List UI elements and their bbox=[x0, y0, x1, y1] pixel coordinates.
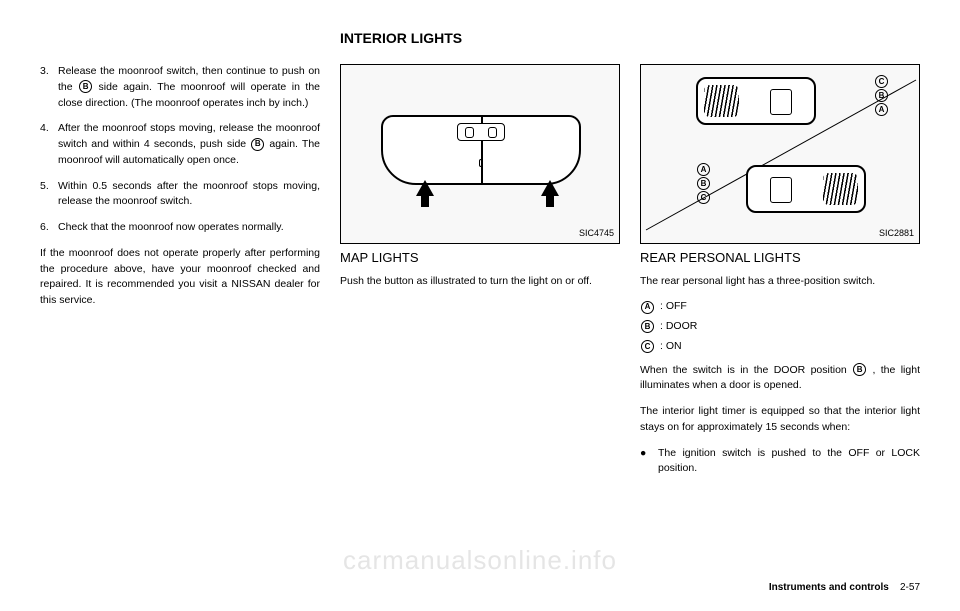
map-lights-figure: SIC4745 bbox=[340, 64, 620, 244]
step-number: 5. bbox=[40, 179, 58, 211]
rear-lights-figure: C B A A B C SIC2881 bbox=[640, 64, 920, 244]
step-number: 4. bbox=[40, 121, 58, 168]
watermark: carmanualsonline.info bbox=[343, 545, 617, 576]
step-text: Check that the moonroof now operates nor… bbox=[58, 220, 320, 236]
position-labels-top: C B A bbox=[874, 75, 889, 116]
bullet-item: ● The ignition switch is pushed to the O… bbox=[640, 446, 920, 478]
circled-b-icon: B bbox=[251, 138, 264, 151]
step-4: 4. After the moonroof stops moving, rele… bbox=[40, 121, 320, 168]
circled-a-icon: A bbox=[697, 163, 710, 176]
step-text: After the moonroof stops moving, release… bbox=[58, 121, 320, 168]
step-5: 5. Within 0.5 seconds after the moonroof… bbox=[40, 179, 320, 211]
text-segment: side again. The moonroof will operate in… bbox=[58, 81, 320, 109]
console-illustration bbox=[381, 115, 581, 185]
step-6: 6. Check that the moonroof now operates … bbox=[40, 220, 320, 236]
position-b: B : DOOR bbox=[640, 319, 920, 335]
circled-c-icon: C bbox=[697, 191, 710, 204]
bullet-icon: ● bbox=[640, 446, 658, 478]
step-text: Within 0.5 seconds after the moonroof st… bbox=[58, 179, 320, 211]
arrow-icon bbox=[541, 180, 559, 196]
page-header: INTERIOR LIGHTS bbox=[40, 30, 920, 46]
circled-c-icon: C bbox=[641, 340, 654, 353]
circled-b-icon: B bbox=[79, 80, 92, 93]
circled-a-icon: A bbox=[641, 301, 654, 314]
bullet-text: The ignition switch is pushed to the OFF… bbox=[658, 446, 920, 478]
map-lights-body: Push the button as illustrated to turn t… bbox=[340, 274, 620, 290]
position-labels-bottom: A B C bbox=[696, 163, 711, 204]
circled-b-icon: B bbox=[641, 320, 654, 333]
column-1: 3. Release the moonroof switch, then con… bbox=[40, 64, 320, 487]
position-c: C : ON bbox=[640, 339, 920, 355]
position-label: : ON bbox=[660, 339, 682, 355]
circled-c-icon: C bbox=[875, 75, 888, 88]
position-label: : DOOR bbox=[660, 319, 697, 335]
arrow-icon bbox=[416, 180, 434, 196]
circled-b-icon: B bbox=[875, 89, 888, 102]
content-columns: 3. Release the moonroof switch, then con… bbox=[40, 64, 920, 487]
figure-code: SIC4745 bbox=[579, 227, 614, 241]
circled-a-icon: A bbox=[875, 103, 888, 116]
door-position-text: When the switch is in the DOOR position … bbox=[640, 363, 920, 395]
step-number: 3. bbox=[40, 64, 58, 111]
position-label: : OFF bbox=[660, 299, 687, 315]
page-number: 2-57 bbox=[900, 582, 920, 593]
circled-b-icon: B bbox=[697, 177, 710, 190]
step-text: Release the moonroof switch, then contin… bbox=[58, 64, 320, 111]
figure-code: SIC2881 bbox=[879, 227, 914, 241]
rear-lights-heading: REAR PERSONAL LIGHTS bbox=[640, 248, 920, 268]
lamp-illustration-bottom bbox=[746, 165, 866, 213]
column-3: C B A A B C SIC2881 REAR PERSONAL LIGHTS… bbox=[640, 64, 920, 487]
position-a: A : OFF bbox=[640, 299, 920, 315]
timer-text: The interior light timer is equipped so … bbox=[640, 404, 920, 436]
text-segment: When the switch is in the DOOR position bbox=[640, 364, 852, 376]
map-lights-heading: MAP LIGHTS bbox=[340, 248, 620, 268]
step-3: 3. Release the moonroof switch, then con… bbox=[40, 64, 320, 111]
circled-b-icon: B bbox=[853, 363, 866, 376]
column-2: SIC4745 MAP LIGHTS Push the button as il… bbox=[340, 64, 620, 487]
footer-section-label: Instruments and controls bbox=[769, 582, 889, 593]
lamp-illustration-top bbox=[696, 77, 816, 125]
step-number: 6. bbox=[40, 220, 58, 236]
closing-paragraph: If the moonroof does not operate properl… bbox=[40, 246, 320, 309]
page-footer: Instruments and controls 2-57 bbox=[769, 582, 920, 593]
rear-lights-intro: The rear personal light has a three-posi… bbox=[640, 274, 920, 290]
